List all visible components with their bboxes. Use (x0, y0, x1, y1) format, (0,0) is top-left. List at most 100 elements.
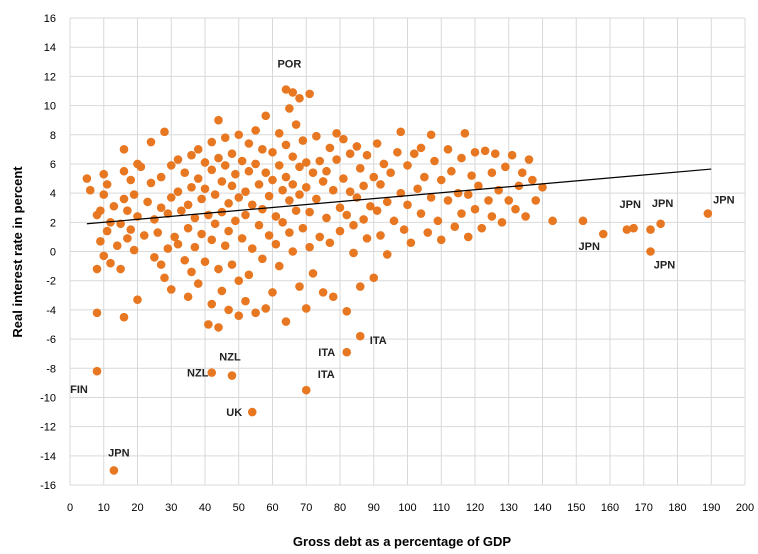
y-tick-label: 10 (44, 101, 56, 113)
x-tick-label: 140 (533, 502, 551, 514)
data-point (646, 247, 655, 256)
data-point (183, 292, 193, 302)
data-point (119, 312, 129, 322)
data-point (291, 206, 301, 215)
data-point (295, 93, 304, 103)
data-point (274, 128, 284, 138)
data-point (305, 242, 314, 252)
data-point (261, 168, 271, 177)
data-point (234, 311, 244, 321)
x-tick-label: 150 (567, 502, 585, 514)
data-point (231, 169, 240, 179)
data-point (146, 178, 156, 188)
x-tick-label: 130 (500, 502, 518, 514)
data-point (507, 150, 517, 160)
data-point (271, 212, 281, 221)
data-point (224, 199, 233, 208)
data-point (173, 187, 183, 196)
data-point (376, 231, 385, 240)
data-point (109, 466, 119, 475)
data-point (436, 235, 446, 245)
data-point (112, 241, 122, 250)
data-point (106, 218, 115, 227)
data-point (241, 187, 250, 196)
data-point (119, 194, 129, 204)
data-point (258, 145, 267, 154)
data-point (487, 168, 497, 177)
x-tick-label: 60 (266, 502, 278, 514)
data-point (436, 175, 446, 185)
data-point (207, 235, 217, 245)
data-point (339, 174, 348, 183)
y-tick-label: 0 (50, 247, 56, 259)
data-point (295, 162, 304, 172)
data-point (254, 180, 264, 189)
data-point (355, 164, 365, 173)
data-point (528, 175, 537, 185)
data-point (301, 182, 311, 192)
data-point (312, 194, 321, 204)
data-point (274, 261, 284, 271)
data-point (369, 273, 379, 283)
x-tick-label: 10 (98, 502, 110, 514)
x-tick-label: 30 (165, 502, 177, 514)
data-point (416, 143, 426, 153)
data-point (96, 236, 105, 246)
data-point (443, 145, 453, 154)
data-point (622, 225, 632, 234)
y-tick-label: -16 (40, 480, 56, 492)
data-point (214, 115, 223, 125)
data-point (136, 162, 146, 172)
data-point (548, 216, 557, 226)
data-point (288, 88, 298, 97)
y-tick-label: 2 (50, 217, 56, 229)
data-point (463, 232, 473, 242)
x-tick-label: 110 (432, 502, 450, 514)
data-point (308, 168, 318, 177)
data-point (646, 225, 655, 234)
data-point (460, 128, 470, 138)
data-point (183, 223, 193, 233)
data-point (501, 162, 510, 172)
data-point (470, 147, 480, 157)
y-tick-label: -6 (46, 334, 56, 346)
annotation-label: JPN (620, 199, 641, 211)
data-point (234, 193, 244, 202)
data-point (237, 156, 247, 166)
data-point (187, 267, 196, 277)
data-point (288, 152, 298, 161)
data-point (247, 407, 257, 417)
x-tick-label: 120 (466, 502, 484, 514)
data-point (399, 225, 409, 234)
data-point (325, 238, 335, 248)
data-point (504, 196, 514, 205)
annotation-label: JPN (713, 195, 734, 207)
data-point (207, 299, 217, 309)
data-point (463, 190, 473, 199)
data-point (99, 251, 109, 261)
data-point (578, 216, 588, 226)
data-point (160, 127, 169, 137)
data-point (355, 282, 365, 291)
data-point (335, 203, 345, 213)
data-point (264, 231, 274, 240)
x-tick-label: 70 (300, 502, 312, 514)
x-tick-label: 180 (668, 502, 686, 514)
data-point (126, 175, 136, 185)
data-point (109, 201, 119, 211)
x-tick-label: 100 (398, 502, 416, 514)
data-point (413, 184, 422, 194)
data-point (409, 149, 419, 159)
annotation-label: POR (277, 59, 301, 71)
data-point (244, 139, 254, 148)
data-point (258, 204, 267, 214)
data-point (298, 223, 308, 233)
trendline-line (86, 168, 712, 225)
data-point (359, 181, 368, 191)
data-point (244, 166, 254, 176)
data-point (99, 190, 109, 199)
data-point (227, 260, 237, 269)
x-tick-label: 160 (601, 502, 619, 514)
data-point (362, 234, 372, 243)
